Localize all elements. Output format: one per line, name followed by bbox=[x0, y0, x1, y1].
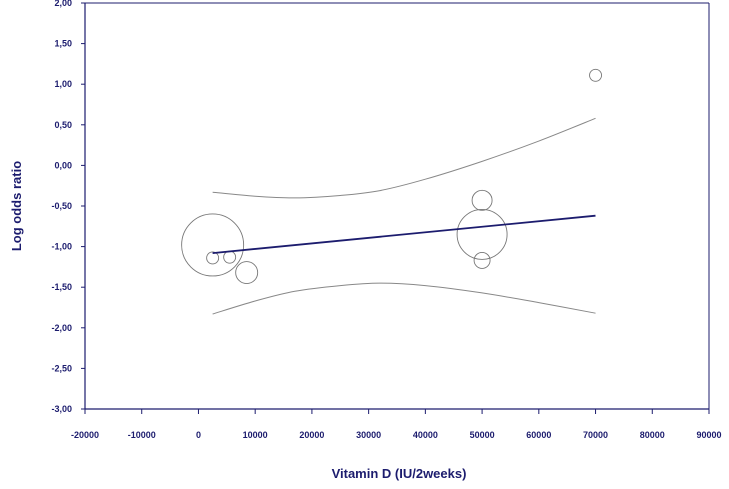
y-tick-label: -1,00 bbox=[51, 242, 72, 252]
study-bubble bbox=[589, 68, 602, 82]
y-tick-label: -3,00 bbox=[51, 404, 72, 414]
x-tick-label: 90000 bbox=[696, 430, 721, 440]
x-tick-label: 80000 bbox=[640, 430, 665, 440]
y-tick-label: -2,50 bbox=[51, 363, 72, 373]
x-tick-label: 40000 bbox=[413, 430, 438, 440]
regression-line bbox=[212, 214, 596, 254]
ci-lower-curve bbox=[212, 282, 596, 315]
x-tick-label: 60000 bbox=[526, 430, 551, 440]
x-tick-label: -10000 bbox=[128, 430, 156, 440]
x-axis-label: Vitamin D (IU/2weeks) bbox=[332, 466, 467, 481]
study-bubble bbox=[473, 251, 491, 269]
y-tick-label: 1,00 bbox=[54, 79, 72, 89]
y-tick-label: -1,50 bbox=[51, 282, 72, 292]
y-axis-ticks: 2,00 1,50 1,00 0,50 0,00 -0,50 -1,00 -1,50 -2,00… bbox=[51, 0, 85, 414]
study-bubble bbox=[206, 251, 220, 265]
y-tick-label: 2,00 bbox=[54, 0, 72, 8]
x-tick-label: 70000 bbox=[583, 430, 608, 440]
x-tick-label: 10000 bbox=[243, 430, 268, 440]
study-bubble bbox=[181, 213, 245, 277]
y-tick-label: 0,00 bbox=[54, 160, 72, 170]
x-tick-label: -20000 bbox=[71, 430, 99, 440]
study-bubble bbox=[456, 208, 508, 260]
ci-upper-curve bbox=[212, 117, 596, 199]
study-bubble bbox=[223, 250, 237, 264]
x-axis-ticks: -20000 -10000 0 10000 20000 30000 40000 50000 60… bbox=[71, 409, 722, 440]
y-tick-label: 0,50 bbox=[54, 120, 72, 130]
y-tick-label: -0,50 bbox=[51, 201, 72, 211]
x-tick-label: 30000 bbox=[356, 430, 381, 440]
plot-marks bbox=[181, 68, 602, 315]
y-axis-label: Log odds ratio bbox=[9, 161, 24, 251]
study-bubble bbox=[471, 189, 493, 211]
x-tick-label: 50000 bbox=[470, 430, 495, 440]
y-tick-label: 1,50 bbox=[54, 39, 72, 49]
x-tick-label: 20000 bbox=[299, 430, 324, 440]
x-tick-label: 0 bbox=[196, 430, 201, 440]
y-tick-label: -2,00 bbox=[51, 323, 72, 333]
study-bubble bbox=[235, 261, 259, 285]
